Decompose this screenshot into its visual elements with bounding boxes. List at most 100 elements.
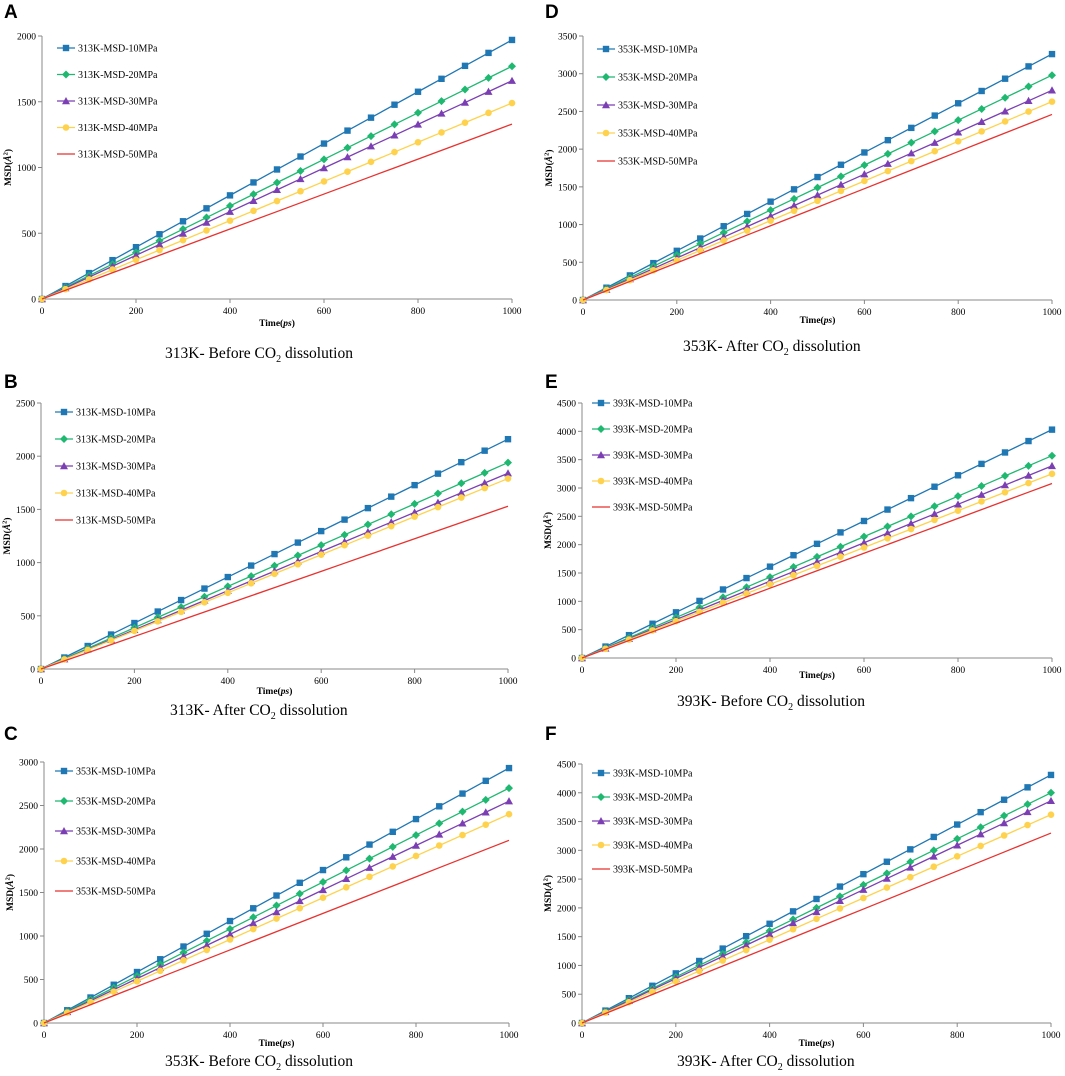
data-point: [342, 874, 351, 882]
caption-text: 393K- Before CO: [677, 693, 789, 710]
legend-label: 393K-MSD-30MPa: [613, 817, 693, 828]
x-tick-label: 1000: [499, 677, 518, 687]
data-point: [954, 492, 962, 501]
data-point: [812, 907, 821, 916]
x-tick-label: 800: [407, 677, 422, 687]
data-point: [273, 166, 281, 173]
chart-caption: 313K- After CO2 dissolution: [170, 702, 348, 722]
data-point: [273, 915, 280, 922]
data-point: [743, 590, 750, 597]
data-point: [861, 149, 868, 156]
data-point: [249, 190, 258, 199]
data-point: [154, 608, 161, 615]
caption-subscript: 2: [788, 702, 794, 714]
data-point: [696, 247, 704, 254]
y-tick-label: 1500: [557, 570, 576, 580]
data-point: [363, 520, 372, 529]
data-point: [977, 482, 986, 491]
x-tick-label: 600: [856, 1031, 871, 1041]
data-point: [365, 854, 374, 863]
legend-label: 393K-MSD-10MPa: [613, 399, 693, 410]
data-point: [177, 596, 185, 604]
data-point: [461, 119, 469, 126]
data-point: [272, 901, 281, 910]
caption-subscript: 2: [783, 347, 789, 359]
data-point: [390, 120, 399, 129]
data-point: [883, 149, 892, 158]
legend-entry: 353K-MSD-10MPa: [597, 45, 698, 56]
data-point: [931, 483, 938, 490]
data-point: [505, 764, 513, 772]
data-point: [320, 140, 328, 147]
data-point: [953, 853, 961, 860]
data-point: [931, 112, 938, 119]
data-point: [954, 116, 963, 125]
data-point: [789, 562, 798, 571]
data-point: [954, 128, 963, 136]
data-point: [202, 213, 211, 222]
data-point: [1048, 461, 1056, 470]
panel-letter: D: [545, 2, 559, 23]
series-50mpa: [40, 505, 509, 670]
caption-text: 313K- Before CO: [165, 345, 277, 362]
legend-marker: [602, 129, 610, 137]
data-point: [978, 128, 985, 135]
series-50mpa: [41, 123, 513, 300]
legend-label: 313K-MSD-10MPa: [78, 44, 158, 55]
data-point: [249, 196, 258, 204]
legend-label: 313K-MSD-10MPa: [76, 408, 156, 419]
x-tick-label: 1000: [500, 1031, 519, 1041]
data-point: [860, 161, 869, 170]
data-point: [367, 132, 375, 141]
legend-label: 393K-MSD-30MPa: [613, 451, 693, 462]
legend-label: 393K-MSD-50MPa: [613, 865, 693, 876]
y-axis-label: MSD(Å2): [543, 149, 555, 186]
data-point: [953, 834, 962, 843]
data-point: [414, 120, 422, 128]
data-point: [461, 98, 469, 106]
data-point: [459, 831, 466, 839]
data-point: [766, 212, 775, 220]
data-point: [836, 180, 845, 188]
chart-caption: 353K- Before CO2 dissolution: [165, 1053, 353, 1073]
data-point: [505, 810, 513, 818]
data-point: [1047, 771, 1055, 779]
data-point: [342, 866, 351, 875]
data-point: [202, 936, 211, 945]
series-line: [40, 505, 509, 670]
data-point: [672, 609, 680, 616]
legend-label: 393K-MSD-20MPa: [613, 793, 693, 804]
y-tick-label: 4500: [557, 400, 576, 410]
legend-label: 353K-MSD-50MPa: [618, 157, 698, 168]
chart-caption: 353K- After CO2 dissolution: [683, 338, 861, 358]
series-line: [582, 113, 1053, 301]
data-point: [203, 205, 210, 212]
data-point: [954, 500, 962, 508]
data-point: [317, 541, 326, 550]
data-point: [718, 952, 727, 960]
data-point: [884, 506, 891, 513]
data-point: [1025, 437, 1032, 445]
data-point: [976, 830, 985, 838]
legend-marker: [597, 817, 605, 825]
caption-subscript: 2: [276, 354, 282, 366]
data-point: [1001, 471, 1009, 480]
series-line: [581, 832, 1052, 1024]
legend-label: 353K-MSD-10MPa: [618, 45, 698, 56]
x-tick-label: 400: [763, 308, 778, 318]
data-point: [508, 76, 516, 84]
data-point: [366, 841, 373, 848]
data-point: [1024, 96, 1033, 104]
data-point: [250, 179, 257, 186]
data-point: [907, 512, 915, 521]
series-20mpa: [579, 71, 1056, 304]
data-point: [412, 831, 420, 840]
data-point: [883, 159, 892, 167]
data-point: [505, 797, 513, 805]
caption-subscript: 2: [276, 1062, 282, 1074]
series-50mpa: [581, 832, 1052, 1024]
panel-letter: A: [4, 2, 18, 23]
x-tick-label: 600: [316, 1031, 331, 1041]
data-point: [461, 62, 469, 70]
legend-entry: 393K-MSD-50MPa: [592, 865, 693, 876]
